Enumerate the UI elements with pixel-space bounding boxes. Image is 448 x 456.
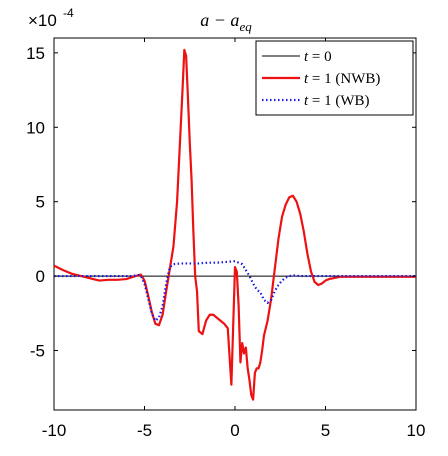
- x-tick-label: -5: [137, 421, 152, 440]
- y-multiplier-exponent: -4: [63, 6, 74, 20]
- legend-var-series-2: t: [304, 93, 309, 109]
- legend-label-series-1: t = 1 (NWB): [304, 71, 380, 87]
- legend-var-series-0: t: [304, 49, 309, 65]
- series-line-2: [54, 260, 416, 322]
- y-multiplier-label: ×10 -4: [28, 6, 74, 30]
- y-multiplier: ×10: [28, 11, 57, 30]
- y-tick-label: 10: [26, 118, 45, 137]
- x-tick-label: 5: [321, 421, 330, 440]
- y-tick-label: 15: [26, 44, 45, 63]
- legend-suffix-series-1: (NWB): [335, 71, 380, 87]
- legend-suffix-series-2: (WB): [335, 93, 369, 109]
- legend-label-series-0: t = 0: [304, 49, 332, 65]
- series-line-1: [53, 48, 416, 401]
- legend-rest-series-2: = 1: [308, 93, 335, 109]
- x-tick-label: 0: [230, 421, 239, 440]
- chart-title: a − aeq: [200, 10, 252, 34]
- legend-label-series-2: t = 1 (WB): [304, 93, 370, 109]
- x-tick-label: -10: [42, 421, 67, 440]
- legend-rest-series-1: = 1: [308, 71, 335, 87]
- ticks-layer: -10 -5 0 5 10 -5 0 5 10 15: [26, 38, 425, 440]
- series-layer: [53, 48, 416, 401]
- legend-var-series-1: t: [304, 71, 309, 87]
- y-tick-label: 5: [36, 193, 45, 212]
- legend-rest-series-0: = 0: [308, 49, 331, 65]
- y-tick-label: 0: [36, 267, 45, 286]
- chart-title-subscript: eq: [239, 19, 252, 34]
- x-tick-label: 10: [407, 421, 426, 440]
- legend: t = 0 t = 1 (NWB) t = 1 (WB): [255, 40, 414, 116]
- y-tick-label: -5: [30, 341, 45, 360]
- chart-title-main: a − a: [200, 10, 239, 30]
